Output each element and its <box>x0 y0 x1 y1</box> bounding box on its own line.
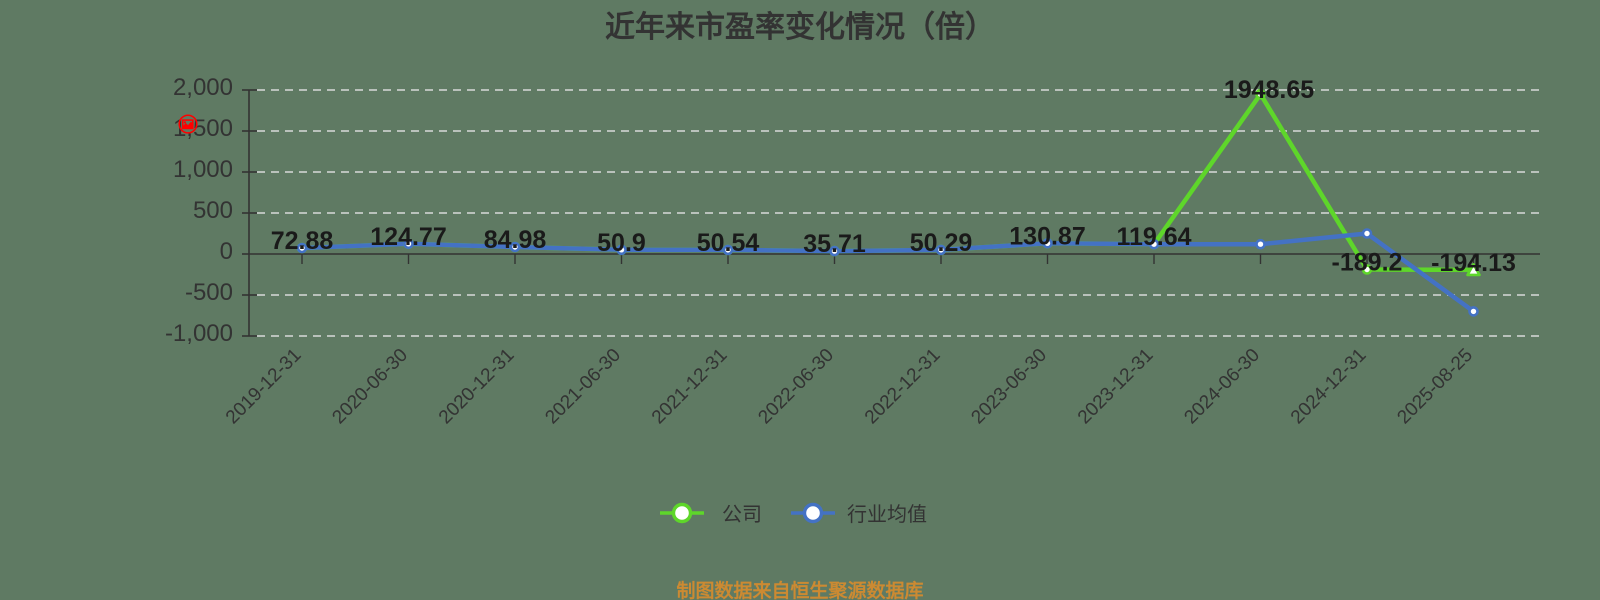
svg-text:1,000: 1,000 <box>173 156 233 183</box>
svg-text:0: 0 <box>220 238 233 265</box>
svg-text:1948.65: 1948.65 <box>1224 76 1314 104</box>
svg-text:50.54: 50.54 <box>697 229 760 257</box>
svg-text:2024-12-31: 2024-12-31 <box>1287 345 1371 429</box>
svg-text:-1,000: -1,000 <box>165 320 233 347</box>
svg-text:84.98: 84.98 <box>484 226 547 254</box>
svg-text:124.77: 124.77 <box>370 223 446 251</box>
svg-text:2019-12-31: 2019-12-31 <box>222 345 306 429</box>
svg-text:2025-08-25: 2025-08-25 <box>1393 345 1477 429</box>
svg-text:-194.13: -194.13 <box>1431 249 1516 277</box>
svg-text:2023-06-30: 2023-06-30 <box>967 345 1051 429</box>
svg-text:行业均值: 行业均值 <box>847 503 927 526</box>
svg-text:公司: 公司 <box>722 504 762 526</box>
svg-text:50.29: 50.29 <box>910 229 973 257</box>
svg-text:500: 500 <box>193 197 233 224</box>
svg-text:2023-12-31: 2023-12-31 <box>1074 345 1158 429</box>
svg-text:2021-06-30: 2021-06-30 <box>541 345 625 429</box>
svg-text:119.64: 119.64 <box>1116 223 1191 251</box>
svg-text:2,000: 2,000 <box>173 74 233 101</box>
svg-text:130.87: 130.87 <box>1009 222 1085 250</box>
svg-text:-189.2: -189.2 <box>1332 249 1403 277</box>
svg-text:2020-06-30: 2020-06-30 <box>328 345 412 429</box>
svg-text:2022-06-30: 2022-06-30 <box>754 345 838 429</box>
svg-text:1,500: 1,500 <box>173 115 233 142</box>
svg-text:35.71: 35.71 <box>803 230 866 258</box>
svg-text:2022-12-31: 2022-12-31 <box>861 345 945 429</box>
svg-text:50.9: 50.9 <box>597 229 646 257</box>
svg-text:72.88: 72.88 <box>271 227 334 255</box>
svg-text:2020-12-31: 2020-12-31 <box>435 345 519 429</box>
svg-text:2024-06-30: 2024-06-30 <box>1180 345 1264 429</box>
svg-text:-500: -500 <box>185 279 233 306</box>
svg-text:2021-12-31: 2021-12-31 <box>648 345 732 429</box>
